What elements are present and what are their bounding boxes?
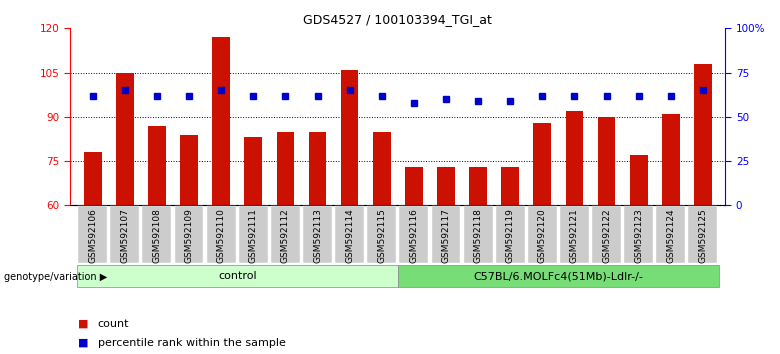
Bar [502,167,519,205]
Bar [597,117,615,205]
FancyBboxPatch shape [207,206,236,263]
FancyBboxPatch shape [367,206,396,263]
FancyBboxPatch shape [271,206,300,263]
FancyBboxPatch shape [689,206,718,263]
Text: GSM592122: GSM592122 [602,208,611,263]
Bar [341,70,359,205]
Bar [84,152,101,205]
FancyBboxPatch shape [239,206,268,263]
Text: GSM592117: GSM592117 [441,208,451,263]
Bar [534,123,551,205]
Text: GSM592112: GSM592112 [281,208,290,263]
FancyBboxPatch shape [175,206,204,263]
FancyBboxPatch shape [560,206,589,263]
FancyBboxPatch shape [335,206,364,263]
Text: C57BL/6.MOLFc4(51Mb)-Ldlr-/-: C57BL/6.MOLFc4(51Mb)-Ldlr-/- [473,271,644,281]
Bar [373,132,391,205]
Bar [309,132,326,205]
Text: GSM592125: GSM592125 [698,208,707,263]
FancyBboxPatch shape [656,206,686,263]
Bar [116,73,133,205]
FancyBboxPatch shape [463,206,492,263]
Bar [180,135,198,205]
Bar [694,64,711,205]
Text: ■: ■ [78,338,88,348]
Text: GSM592123: GSM592123 [634,208,644,263]
Text: GSM592106: GSM592106 [88,208,98,263]
FancyBboxPatch shape [399,206,428,263]
Bar [566,111,583,205]
Text: control: control [218,271,257,281]
Text: GSM592118: GSM592118 [473,208,483,263]
Text: GSM592109: GSM592109 [185,208,193,263]
FancyBboxPatch shape [528,206,557,263]
Bar [662,114,679,205]
Text: GSM592107: GSM592107 [120,208,129,263]
Text: GSM592115: GSM592115 [378,208,386,263]
Bar [244,137,262,205]
Title: GDS4527 / 100103394_TGI_at: GDS4527 / 100103394_TGI_at [303,13,492,26]
Text: GSM592114: GSM592114 [345,208,354,263]
Text: GSM592120: GSM592120 [538,208,547,263]
Text: GSM592113: GSM592113 [313,208,322,263]
Bar [405,167,423,205]
Text: ■: ■ [78,319,88,329]
Text: count: count [98,319,129,329]
Bar [437,167,455,205]
Bar [277,132,294,205]
Text: GSM592110: GSM592110 [217,208,225,263]
FancyBboxPatch shape [398,265,719,287]
FancyBboxPatch shape [624,206,653,263]
Bar [212,37,230,205]
Text: genotype/variation ▶: genotype/variation ▶ [4,272,107,282]
Text: percentile rank within the sample: percentile rank within the sample [98,338,285,348]
FancyBboxPatch shape [78,206,107,263]
FancyBboxPatch shape [143,206,172,263]
Bar [629,155,647,205]
Text: GSM592111: GSM592111 [249,208,257,263]
FancyBboxPatch shape [431,206,460,263]
FancyBboxPatch shape [592,206,621,263]
FancyBboxPatch shape [110,206,140,263]
FancyBboxPatch shape [496,206,525,263]
Text: GSM592121: GSM592121 [570,208,579,263]
Text: GSM592116: GSM592116 [410,208,418,263]
FancyBboxPatch shape [76,265,398,287]
FancyBboxPatch shape [303,206,332,263]
Bar [470,167,487,205]
Text: GSM592108: GSM592108 [152,208,161,263]
Text: GSM592124: GSM592124 [666,208,675,263]
Bar [148,126,165,205]
Text: GSM592119: GSM592119 [505,208,515,263]
